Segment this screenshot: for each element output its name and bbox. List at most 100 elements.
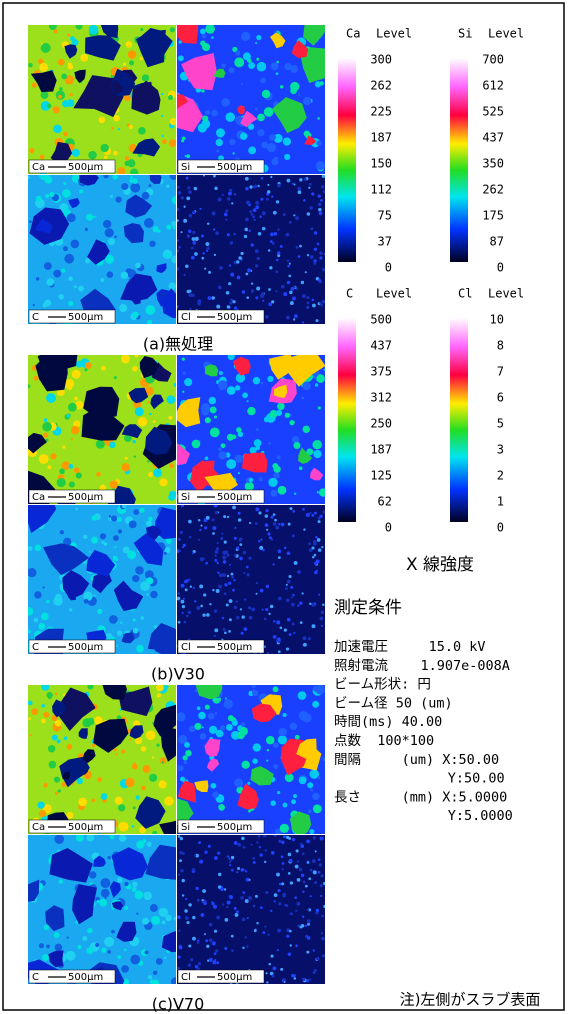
map-speck [255,42,257,44]
map-speck [50,453,56,459]
map-speck [216,139,223,146]
map-speck [258,185,260,187]
map-speck [315,684,325,694]
map-speck [129,520,137,528]
map-speck [213,228,215,230]
map-speck [321,937,325,941]
map-speck [260,538,262,540]
condition-line: Y:50.00 [334,771,505,787]
map-speck [195,887,198,890]
map-speck [287,580,291,584]
map-speck [123,979,129,985]
map-speck [203,902,207,906]
map-speck [93,216,95,218]
map-speck [268,613,270,615]
map-element-label: Si [181,822,190,833]
map-speck [275,290,277,292]
map-speck [133,440,136,443]
map-speck [202,252,204,254]
map-speck [260,77,266,83]
map-speck [204,268,206,270]
map-speck [300,926,303,929]
map-speck [258,540,260,542]
map-speck [287,179,291,183]
map-speck [219,266,223,270]
map-speck [48,745,56,753]
map-speck [228,282,231,285]
map-speck [127,159,135,167]
map-speck [317,538,321,542]
map-speck [182,357,185,360]
map-speck [80,54,88,62]
map-speck [267,376,273,382]
map-speck [226,459,236,469]
map-speck [216,589,220,593]
map-speck [322,603,325,606]
map-speck [305,885,308,888]
map-speck [159,908,168,917]
map-scale-label: 500μm [68,972,103,983]
map-speck [47,104,52,109]
map-speck [240,132,247,139]
map-speck [257,257,260,260]
map-speck [200,605,203,608]
map-speck [192,868,195,871]
map-speck [305,925,307,927]
map-speck [212,960,216,964]
map-speck [228,582,231,585]
map-speck [63,246,68,251]
map-speck [306,840,309,843]
map-speck [256,287,260,291]
condition-line: 長さ (mm) X:5.0000 [334,789,507,805]
map-speck [162,135,164,137]
map-speck [253,861,256,864]
map-speck [313,971,316,974]
map-speck [114,546,116,548]
map-speck [309,978,311,980]
map-speck [266,529,268,531]
map-speck [156,743,159,746]
map-speck [149,184,152,187]
map-speck [185,916,189,920]
map-speck [184,909,187,912]
map-speck [238,256,242,260]
map-speck [183,206,185,208]
map-speck [208,845,211,848]
map-speck [234,306,237,309]
map-speck [242,392,248,398]
map-speck [68,301,73,306]
map-speck [178,835,181,838]
map-speck [241,32,250,41]
map-speck [217,571,219,573]
map-speck [121,965,129,973]
map-speck [153,468,162,477]
map-speck [314,248,317,251]
map-speck [61,73,67,79]
map-speck [33,304,35,306]
map-speck [221,98,230,107]
map-speck [202,614,205,617]
colorbar-tick-label: 187 [370,131,392,145]
map-speck [142,839,146,843]
map-speck [142,918,149,925]
map-bg [177,835,325,984]
map-speck [170,27,175,32]
map-speck [292,838,295,841]
map-speck [217,852,220,855]
map-speck [309,829,314,834]
map-speck [229,599,233,603]
map-speck [215,550,219,554]
map-speck [311,603,315,607]
map-speck [132,882,138,888]
map-speck [227,901,231,905]
map-speck [265,972,267,974]
map-speck [161,115,163,117]
map-speck [316,141,321,146]
map-speck [259,216,262,219]
map-speck [303,636,307,640]
map-speck [202,257,205,260]
map-speck [243,551,246,554]
map-speck [186,615,188,617]
map-speck [223,515,226,518]
map-speck [307,212,310,215]
